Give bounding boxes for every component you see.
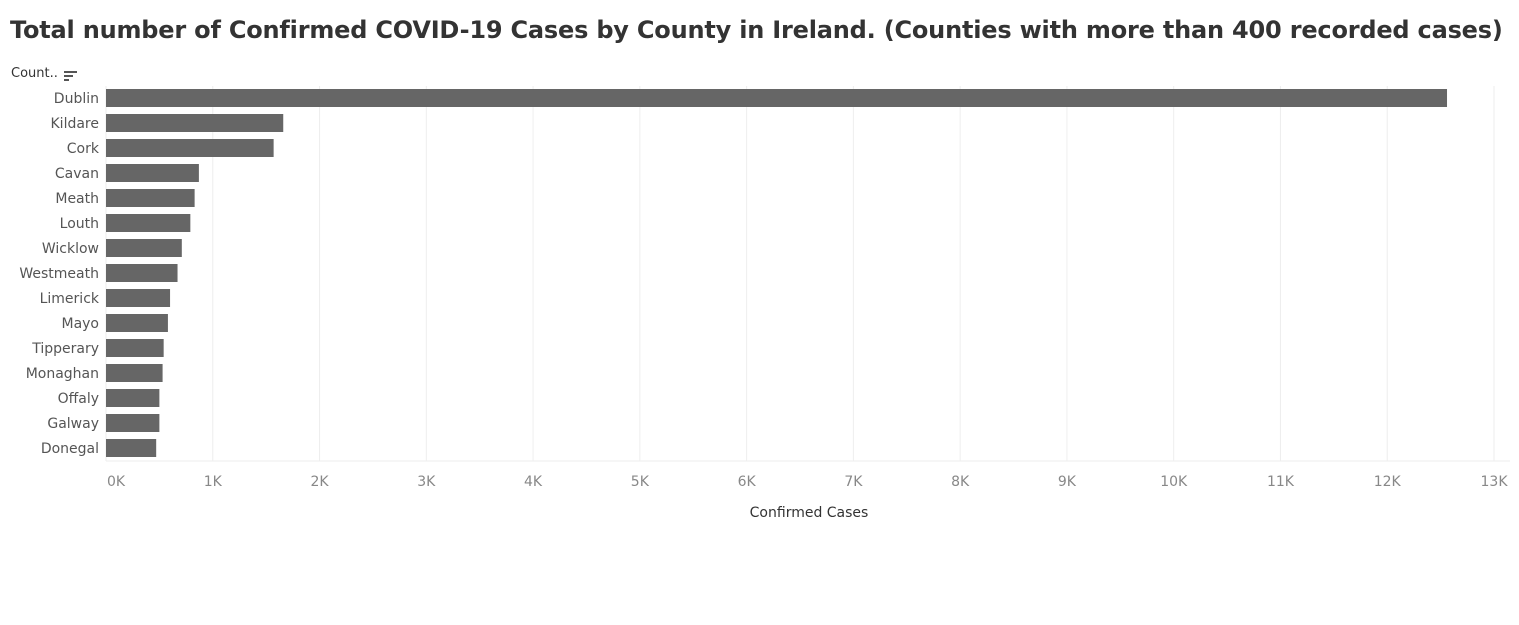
bar-cork[interactable] (106, 139, 274, 157)
category-label-cavan[interactable]: Cavan (55, 166, 99, 182)
bar-dublin[interactable] (106, 89, 1448, 107)
category-label-donegal[interactable]: Donegal (41, 441, 99, 457)
x-axis-title: Confirmed Cases (750, 505, 869, 521)
bar-westmeath[interactable] (106, 264, 178, 282)
x-tick-label: 3K (417, 474, 436, 490)
x-axis-tick-labels: 0K 1K 2K 3K 4K 5K 6K 7K 8K 9K 10K 11K 12K 13K (107, 474, 1508, 490)
category-label-galway[interactable]: Galway (47, 416, 99, 432)
x-tick-label: 6K (738, 474, 757, 490)
category-label-offaly[interactable]: Offaly (58, 391, 99, 407)
category-label-monaghan[interactable]: Monaghan (26, 366, 99, 382)
bar-limerick[interactable] (106, 289, 171, 307)
bar-wicklow[interactable] (106, 239, 182, 257)
x-tick-label: 13K (1481, 474, 1509, 490)
x-tick-label: 0K (107, 474, 126, 490)
category-label-limerick[interactable]: Limerick (40, 291, 100, 307)
count-field-header[interactable]: Count.. (11, 66, 78, 81)
category-label-mayo[interactable]: Mayo (61, 316, 99, 332)
grid-lines (105, 86, 1510, 462)
category-label-dublin[interactable]: Dublin (54, 91, 99, 107)
bar-kildare[interactable] (106, 114, 284, 132)
x-tick-label: 12K (1374, 474, 1402, 490)
x-tick-label: 4K (524, 474, 543, 490)
bar-offaly[interactable] (106, 389, 160, 407)
x-tick-label: 9K (1058, 474, 1077, 490)
category-label-cork[interactable]: Cork (67, 141, 100, 157)
sort-descending-icon[interactable] (63, 67, 78, 81)
bars (106, 89, 1448, 457)
x-tick-label: 2K (310, 474, 329, 490)
x-tick-label: 7K (844, 474, 863, 490)
bar-cavan[interactable] (106, 164, 199, 182)
count-field-label: Count.. (11, 66, 58, 81)
bar-louth[interactable] (106, 214, 191, 232)
bar-mayo[interactable] (106, 314, 168, 332)
x-tick-label: 10K (1160, 474, 1188, 490)
category-label-meath[interactable]: Meath (55, 191, 99, 207)
category-labels: Dublin Kildare Cork Cavan Meath Louth Wicklow W… (19, 91, 100, 457)
x-tick-label: 5K (631, 474, 650, 490)
x-tick-label: 8K (951, 474, 970, 490)
bar-donegal[interactable] (106, 439, 157, 457)
bar-monaghan[interactable] (106, 364, 163, 382)
category-label-westmeath[interactable]: Westmeath (19, 266, 99, 282)
bar-meath[interactable] (106, 189, 195, 207)
category-label-wicklow[interactable]: Wicklow (42, 241, 99, 257)
category-label-kildare[interactable]: Kildare (51, 116, 100, 132)
category-label-tipperary[interactable]: Tipperary (31, 341, 99, 357)
chart-title: Total number of Confirmed COVID-19 Cases… (10, 16, 1503, 44)
bar-galway[interactable] (106, 414, 160, 432)
bar-tipperary[interactable] (106, 339, 164, 357)
x-tick-label: 1K (204, 474, 223, 490)
category-label-louth[interactable]: Louth (60, 216, 99, 232)
x-tick-label: 11K (1267, 474, 1295, 490)
